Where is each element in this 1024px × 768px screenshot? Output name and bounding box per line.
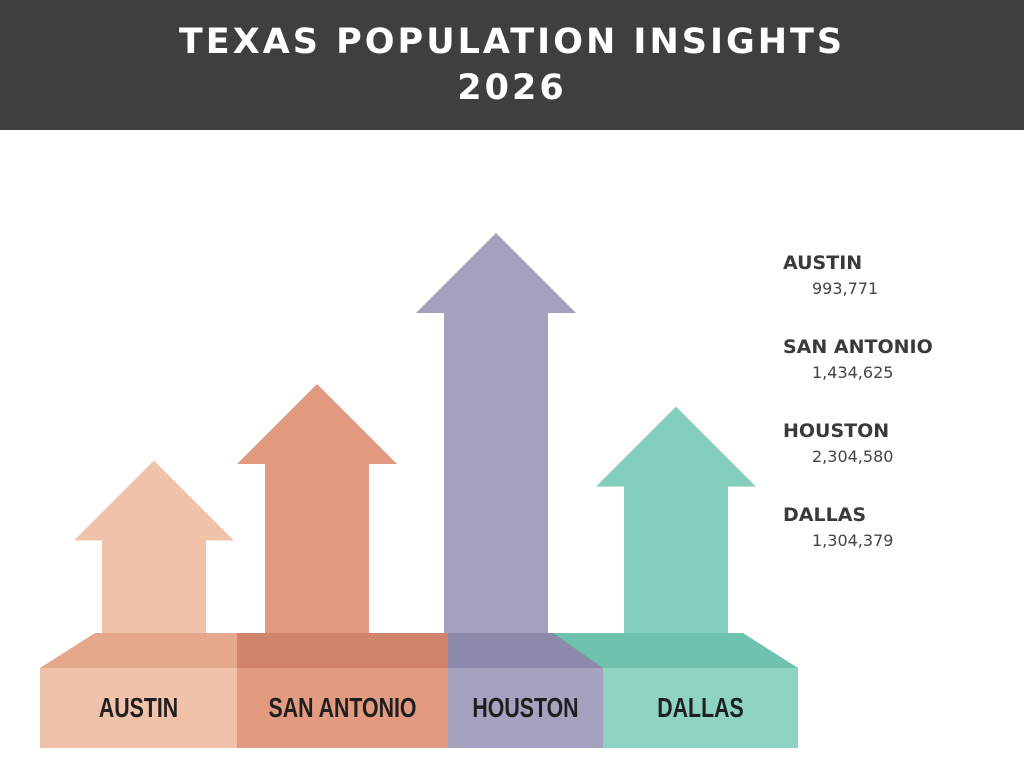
category-label-houston: HOUSTON (472, 692, 578, 724)
category-label-austin: AUSTIN (99, 692, 178, 724)
legend-population-value: 1,304,379 (812, 531, 894, 550)
platform-top-san-antonio (237, 633, 448, 668)
platform-front-houston (448, 668, 603, 748)
platform-top-dallas (553, 633, 798, 668)
chart-title: TEXAS POPULATION INSIGHTS (178, 22, 846, 62)
legend-entry: HOUSTON 2,304,580 (783, 418, 1013, 502)
legend-population-value: 993,771 (812, 279, 879, 298)
arrow-bar-austin (74, 460, 234, 637)
platform-top-austin (40, 633, 257, 668)
platform-top-houston (448, 633, 603, 668)
legend-city-name: SAN ANTONIO (783, 336, 933, 358)
legend-population-value: 2,304,580 (812, 447, 894, 466)
arrow-bar-dallas (596, 406, 756, 637)
chart-year: 2026 (457, 68, 567, 108)
category-label-dallas: DALLAS (657, 692, 743, 724)
platform-front-austin (40, 668, 237, 748)
arrow-bar-houston (416, 233, 576, 637)
legend-city-name: AUSTIN (783, 252, 863, 274)
arrow-bar-san-antonio (237, 383, 397, 637)
legend-city-name: HOUSTON (783, 420, 890, 442)
legend: AUSTIN 993,771 SAN ANTONIO 1,434,625 HOUSTON… (783, 250, 1013, 586)
legend-entry: AUSTIN 993,771 (783, 250, 1013, 334)
legend-city-name: DALLAS (783, 504, 867, 526)
category-label-san-antonio: SAN ANTONIO (268, 692, 416, 724)
legend-entry: SAN ANTONIO 1,434,625 (783, 334, 1013, 418)
legend-population-value: 1,434,625 (812, 363, 894, 382)
legend-entry: DALLAS 1,304,379 (783, 502, 1013, 586)
platform-front-dallas (603, 668, 798, 748)
platform-front-san-antonio (237, 668, 448, 748)
header-bar: TEXAS POPULATION INSIGHTS 2026 (0, 0, 1024, 130)
